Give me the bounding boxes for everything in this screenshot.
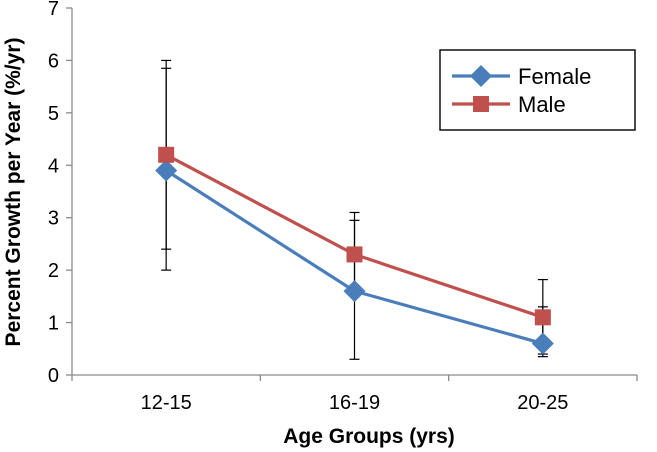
- legend-label-male: Male: [518, 92, 566, 117]
- x-tick-label: 16-19: [329, 392, 380, 414]
- legend-marker-female: [470, 65, 492, 87]
- y-tick-label: 1: [48, 313, 59, 335]
- legend-label-female: Female: [518, 64, 591, 89]
- y-tick-label: 5: [48, 103, 59, 125]
- series-markers: [155, 146, 554, 355]
- y-tick-label: 4: [48, 155, 59, 177]
- y-axis-title: Percent Growth per Year (%/yr): [2, 38, 25, 347]
- legend-box: [439, 49, 636, 131]
- data-point-female: [155, 159, 178, 182]
- y-tick-label: 2: [48, 260, 59, 282]
- x-axis-ticks: 12-15 16-19 20-25: [71, 375, 638, 414]
- plot-area: [71, 8, 637, 376]
- data-point-male: [158, 146, 175, 163]
- legend: Female Male: [439, 49, 636, 131]
- y-tick-label: 0: [48, 365, 59, 387]
- y-axis-ticks: 0 1 2 3 4 5 6 7: [48, 0, 72, 387]
- data-point-female: [531, 332, 554, 355]
- data-point-male: [534, 309, 551, 326]
- x-axis-title: Age Groups (yrs): [283, 425, 455, 448]
- x-tick-label: 12-15: [141, 392, 192, 414]
- y-tick-label: 7: [48, 0, 59, 20]
- data-point-male: [346, 246, 363, 263]
- data-point-female: [343, 280, 366, 303]
- x-tick-label: 20-25: [517, 392, 568, 414]
- y-tick-label: 6: [48, 50, 59, 72]
- y-tick-label: 3: [48, 208, 59, 230]
- legend-marker-male: [473, 96, 489, 112]
